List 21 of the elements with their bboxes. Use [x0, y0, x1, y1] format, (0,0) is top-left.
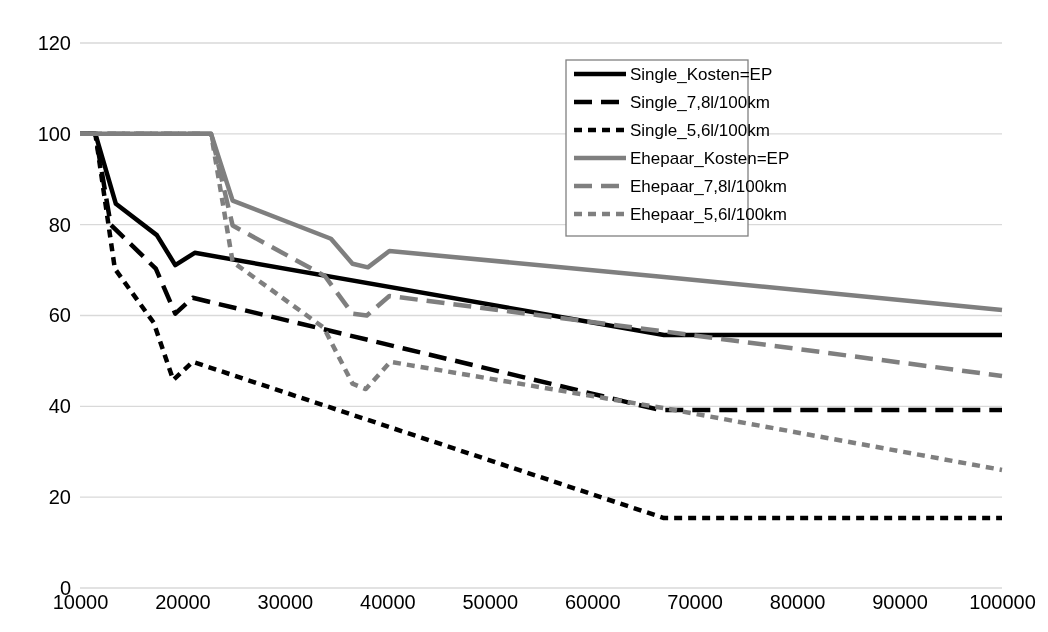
x-tick-label: 40000 [360, 591, 416, 614]
y-tick-label: 40 [48, 395, 71, 418]
x-tick-label: 50000 [462, 591, 519, 614]
legend-label: Ehepaar_5,6l/100km [630, 205, 787, 224]
y-tick-label: 100 [37, 122, 71, 145]
x-tick-label: 80000 [769, 591, 826, 614]
x-tick-label: 20000 [155, 591, 211, 614]
legend-label: Ehepaar_7,8l/100km [630, 177, 787, 196]
x-tick-label: 30000 [257, 591, 314, 614]
legend-label: Single_Kosten=EP [630, 65, 773, 84]
y-tick-label: 60 [48, 304, 71, 327]
legend-label: Single_7,8l/100km [630, 93, 770, 112]
y-tick-label: 20 [48, 486, 71, 509]
x-tick-label: 90000 [872, 591, 928, 614]
x-tick-label: 70000 [667, 591, 723, 614]
legend-label: Ehepaar_Kosten=EP [630, 149, 790, 168]
y-tick-label: 120 [37, 31, 71, 54]
legend-label: Single_5,6l/100km [630, 121, 770, 140]
x-tick-label: 60000 [564, 591, 621, 614]
x-tick-label: 100000 [969, 591, 1036, 614]
y-tick-label: 80 [48, 213, 71, 236]
